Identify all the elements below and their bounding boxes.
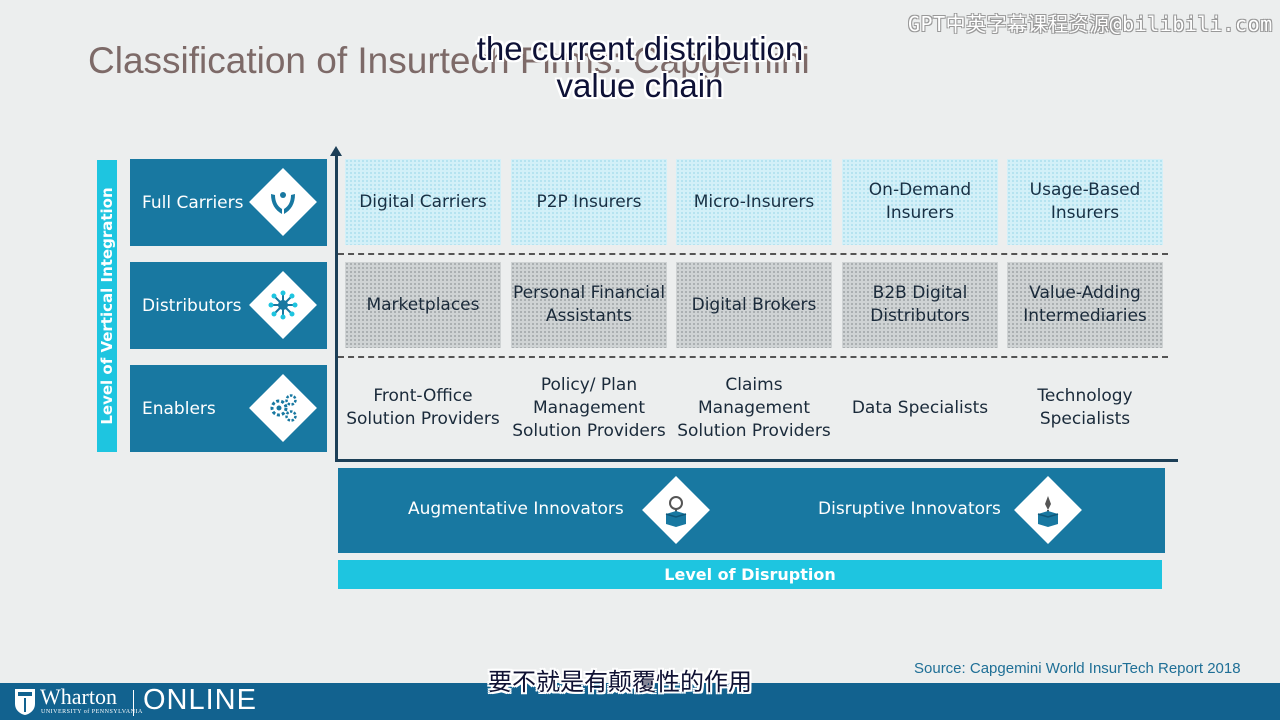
subtitle-caption: 要不就是有颠覆性的作用 [488, 668, 752, 696]
row-header-full-carriers: Full Carriers [130, 159, 327, 246]
row-header-label: Full Carriers [142, 192, 244, 213]
y-axis-arrow [330, 146, 342, 156]
wharton-shield-icon [15, 689, 35, 715]
network-icon [268, 290, 298, 320]
cell-value-adding-intermediaries: Value-Adding Intermediaries [1007, 262, 1163, 348]
watermark: GPT中英字幕课程资源@bilibili.com [908, 12, 1273, 36]
slide-title: Classification of Insurtech Firms: Capge… [88, 40, 810, 81]
innovators-band: Augmentative Innovators Disruptive Innov… [338, 468, 1165, 553]
cell-micro-insurers: Micro-Insurers [676, 159, 832, 245]
cell-on-demand-insurers: On-Demand Insurers [842, 159, 998, 245]
cell-b2b-digital-distributors: B2B Digital Distributors [842, 262, 998, 348]
cell-digital-carriers: Digital Carriers [345, 159, 501, 245]
x-axis-label: Level of Disruption [338, 560, 1162, 589]
row-header-enablers: Enablers [130, 365, 327, 452]
cell-digital-brokers: Digital Brokers [676, 262, 832, 348]
y-axis-bar [97, 160, 117, 452]
cell-claims-management: Claims Management Solution Providers [677, 374, 831, 441]
y-axis-label: Level of Vertical Integration [98, 187, 116, 425]
y-axis-line [335, 152, 338, 462]
footer-bar [0, 683, 1280, 720]
disruptive-innovators-label: Disruptive Innovators [818, 499, 1001, 519]
source-citation: Source: Capgemini World InsurTech Report… [914, 660, 1241, 677]
cell-personal-financial-assistants: Personal Financial Assistants [511, 262, 667, 348]
row-header-label: Enablers [142, 398, 216, 419]
box-bulb-icon [665, 496, 687, 527]
footer-divider [133, 690, 134, 716]
footer-brand: Wharton [40, 684, 117, 709]
hands-icon [271, 192, 295, 214]
caption-top: the current distribution value chain [476, 30, 804, 104]
footer-university: UNIVERSITY of PENNSYLVANIA [41, 709, 143, 715]
cell-usage-based-insurers: Usage-Based Insurers [1007, 159, 1163, 245]
footer-online: ONLINE [143, 684, 257, 716]
cell-front-office-solution-providers: Front-Office Solution Providers [346, 386, 500, 429]
cell-p2p-insurers: P2P Insurers [511, 159, 667, 245]
cell-policy-plan-management: Policy/ Plan Management Solution Provide… [512, 374, 666, 441]
row-header-label: Distributors [142, 295, 242, 316]
box-rocket-icon [1037, 496, 1059, 527]
row-separator [338, 253, 1168, 255]
row-separator [338, 356, 1168, 358]
cell-data-specialists: Data Specialists [851, 397, 989, 418]
gears-icon [270, 394, 297, 422]
x-axis-line [335, 459, 1178, 462]
cell-technology-specialists: Technology Specialists [1037, 386, 1133, 429]
augmentative-innovators-label: Augmentative Innovators [408, 499, 624, 519]
cell-marketplaces: Marketplaces [345, 262, 501, 348]
row-header-distributors: Distributors [130, 262, 327, 349]
